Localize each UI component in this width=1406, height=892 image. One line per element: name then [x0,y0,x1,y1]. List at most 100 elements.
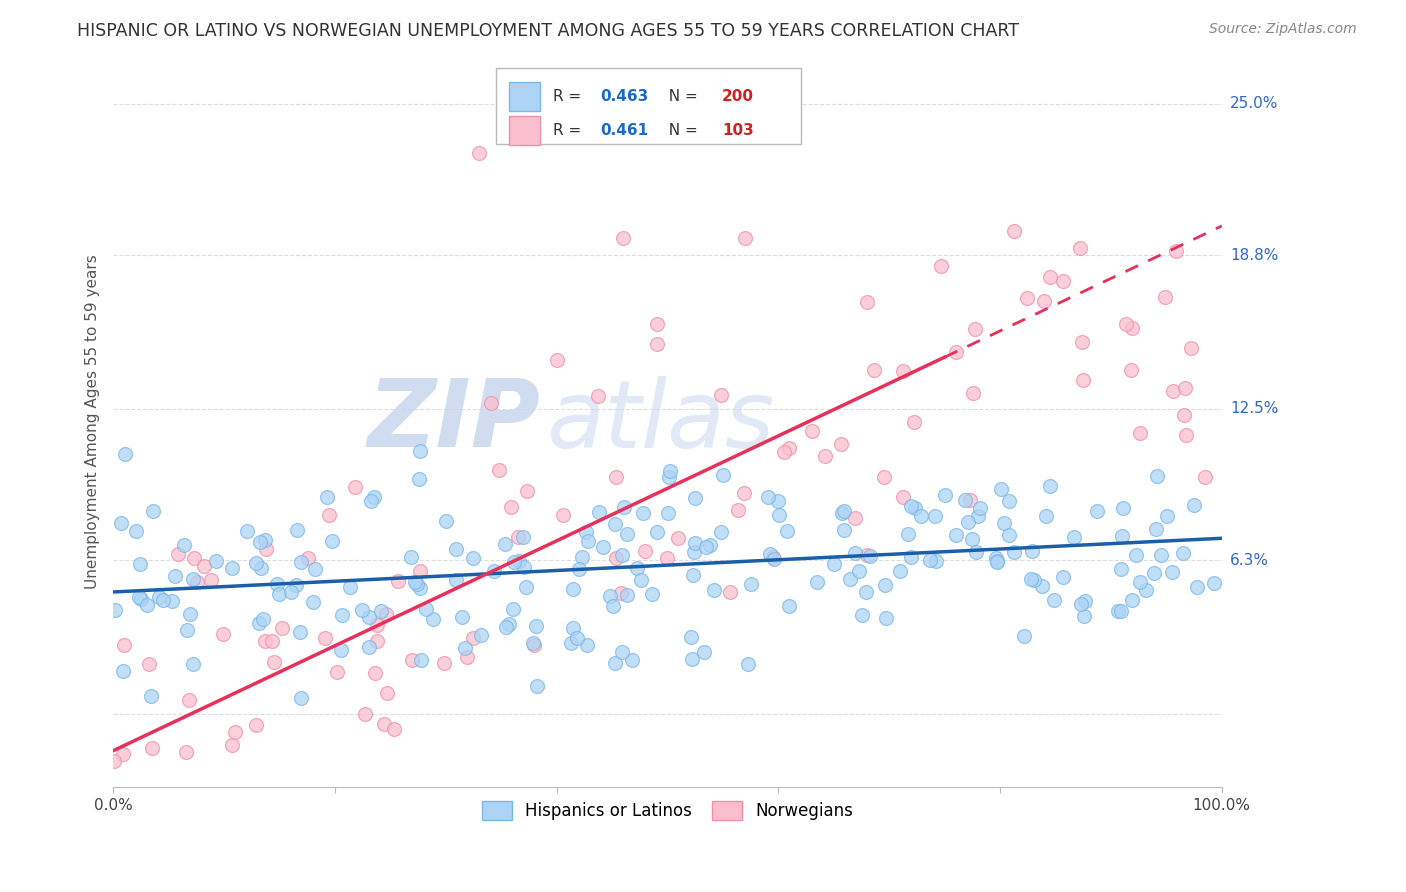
Point [562,582,585,596]
Point [762,550,785,565]
Point [1070,597,1092,611]
Point [806,574,828,589]
Point [450,610,472,624]
Point [768,508,790,523]
Point [605,470,627,484]
Point [762,552,785,566]
Point [1052,570,1074,584]
Point [399,549,422,564]
Point [1154,290,1177,304]
Point [415,601,437,615]
Point [945,528,967,542]
Point [844,510,866,524]
Point [602,599,624,614]
Point [353,707,375,722]
Y-axis label: Unemployment Among Ages 55 to 59 years: Unemployment Among Ages 55 to 59 years [86,254,100,589]
Point [254,542,277,557]
Point [1035,508,1057,523]
Point [1111,529,1133,543]
Legend: Hispanics or Latinos, Norwegians: Hispanics or Latinos, Norwegians [475,794,860,826]
Point [1166,244,1188,259]
Point [934,487,956,501]
Point [339,581,361,595]
Point [285,578,308,592]
Point [575,524,598,539]
Point [245,718,267,732]
Point [236,524,259,538]
Point [260,634,283,648]
Point [831,506,853,520]
Point [366,633,388,648]
Point [1180,342,1202,356]
Point [1019,572,1042,586]
Point [733,486,755,500]
Point [682,544,704,558]
Point [776,524,799,538]
Point [422,612,444,626]
Point [1150,548,1173,562]
Point [575,638,598,652]
Point [998,528,1021,542]
Point [247,616,270,631]
Point [620,653,643,667]
Point [873,578,896,592]
Point [993,516,1015,530]
Point [162,594,184,608]
Point [433,656,456,670]
Point [468,145,491,160]
Point [212,627,235,641]
Point [924,509,946,524]
Point [683,536,706,550]
Point [318,508,340,522]
Point [1129,425,1152,440]
Point [925,554,948,568]
Point [682,567,704,582]
Point [605,550,627,565]
Text: HISPANIC OR LATINO VS NORWEGIAN UNEMPLOYMENT AMONG AGES 55 TO 59 YEARS CORRELATI: HISPANIC OR LATINO VS NORWEGIAN UNEMPLOY… [77,22,1019,40]
Point [526,679,548,693]
Point [508,554,530,568]
Point [1038,269,1060,284]
Point [183,657,205,671]
Point [720,585,742,599]
Point [193,558,215,573]
Point [1174,428,1197,442]
Point [679,630,702,644]
Point [962,386,984,401]
Point [503,555,526,569]
Point [1021,543,1043,558]
Point [387,574,409,588]
Point [1171,546,1194,560]
Point [984,551,1007,566]
Point [245,556,267,570]
Point [142,503,165,517]
Point [1052,274,1074,288]
Point [1002,224,1025,238]
Point [409,652,432,666]
Point [290,690,312,705]
Point [499,500,522,515]
Point [343,480,366,494]
Point [112,747,135,762]
Point [129,557,152,571]
Point [1002,544,1025,558]
Point [830,437,852,451]
Point [288,624,311,639]
Point [1033,293,1056,308]
Point [1071,335,1094,350]
Point [839,572,862,586]
Point [586,388,609,402]
Point [823,557,845,571]
Point [297,550,319,565]
Point [516,483,538,498]
FancyBboxPatch shape [496,68,800,145]
Point [863,362,886,376]
Point [856,295,879,310]
Text: Source: ZipAtlas.com: Source: ZipAtlas.com [1209,22,1357,37]
Point [903,415,925,429]
Point [1156,509,1178,524]
Point [373,717,395,731]
Point [616,527,638,541]
Point [703,582,725,597]
Point [967,508,990,523]
